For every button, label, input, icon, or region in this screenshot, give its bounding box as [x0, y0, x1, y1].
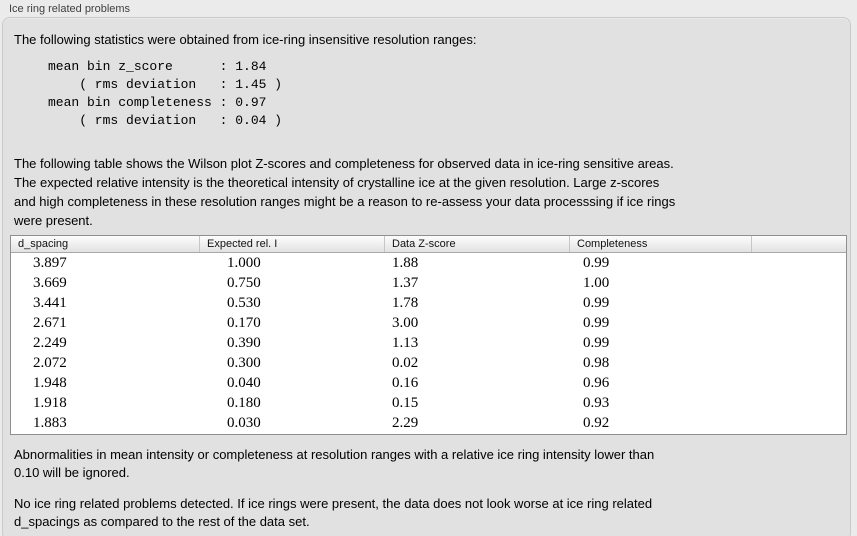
column-header-data-z-score[interactable]: Data Z-score	[385, 236, 570, 252]
column-header-expected-rel-i[interactable]: Expected rel. I	[200, 236, 385, 252]
cell-d-spacing: 3.669	[33, 275, 67, 291]
cell-data-z-score: 1.78	[392, 295, 419, 311]
panel-title: Ice ring related problems	[9, 3, 131, 15]
column-header-d-spacing[interactable]: d_spacing	[11, 236, 200, 252]
cell-completeness: 0.93	[583, 395, 610, 411]
column-header-spacer	[752, 236, 846, 252]
cell-data-z-score: 0.02	[392, 355, 419, 371]
cell-completeness: 0.99	[583, 295, 610, 311]
cell-data-z-score: 2.29	[392, 415, 419, 431]
cell-completeness: 0.99	[583, 335, 610, 351]
cell-expected-rel-i: 0.390	[227, 335, 261, 351]
cell-data-z-score: 1.13	[392, 335, 419, 351]
table-row[interactable]: 2.671 0.170 3.00 0.99	[11, 313, 846, 333]
table-row[interactable]: 3.897 1.000 1.88 0.99	[11, 253, 846, 273]
ice-ring-table: d_spacing Expected rel. I Data Z-score C…	[10, 235, 847, 435]
cell-data-z-score: 1.88	[392, 255, 419, 271]
cell-d-spacing: 3.897	[33, 255, 67, 271]
cell-d-spacing: 2.072	[33, 355, 67, 371]
table-row[interactable]: 2.072 0.300 0.02 0.98	[11, 353, 846, 373]
cell-d-spacing: 3.441	[33, 295, 67, 311]
table-row[interactable]: 1.883 0.030 2.29 0.92	[11, 413, 846, 433]
table-row[interactable]: 3.669 0.750 1.37 1.00	[11, 273, 846, 293]
cell-d-spacing: 2.671	[33, 315, 67, 331]
cell-completeness: 0.98	[583, 355, 610, 371]
table-row[interactable]: 2.249 0.390 1.13 0.99	[11, 333, 846, 353]
cell-expected-rel-i: 0.530	[227, 295, 261, 311]
cell-data-z-score: 1.37	[392, 275, 419, 291]
table-row[interactable]: 3.441 0.530 1.78 0.99	[11, 293, 846, 313]
cell-expected-rel-i: 0.300	[227, 355, 261, 371]
cell-d-spacing: 1.918	[33, 395, 67, 411]
table-header-row: d_spacing Expected rel. I Data Z-score C…	[11, 236, 846, 253]
cell-expected-rel-i: 1.000	[227, 255, 261, 271]
cell-completeness: 0.92	[583, 415, 610, 431]
cell-expected-rel-i: 0.040	[227, 375, 261, 391]
ice-ring-group-box: The following statistics were obtained f…	[2, 17, 851, 536]
cell-d-spacing: 2.249	[33, 335, 67, 351]
conclusion-text: No ice ring related problems detected. I…	[14, 496, 653, 529]
cell-expected-rel-i: 0.180	[227, 395, 261, 411]
cell-d-spacing: 1.948	[33, 375, 67, 391]
table-row[interactable]: 1.948 0.040 0.16 0.96	[11, 373, 846, 393]
stats-mono-block: mean bin z_score : 1.84 ( rms deviation …	[48, 59, 283, 128]
cell-data-z-score: 3.00	[392, 315, 419, 331]
table-body: 3.897 1.000 1.88 0.99 3.669 0.750 1.37 1…	[11, 253, 846, 433]
cell-completeness: 0.96	[583, 375, 610, 391]
table-description-text: The following table shows the Wilson plo…	[14, 156, 676, 228]
ignore-note-text: Abnormalities in mean intensity or compl…	[14, 447, 655, 480]
cell-d-spacing: 1.883	[33, 415, 67, 431]
cell-expected-rel-i: 0.170	[227, 315, 261, 331]
cell-data-z-score: 0.16	[392, 375, 419, 391]
cell-expected-rel-i: 0.750	[227, 275, 261, 291]
cell-data-z-score: 0.15	[392, 395, 419, 411]
column-header-completeness[interactable]: Completeness	[570, 236, 752, 252]
cell-completeness: 0.99	[583, 255, 610, 271]
table-row[interactable]: 1.918 0.180 0.15 0.93	[11, 393, 846, 413]
stats-intro-text: The following statistics were obtained f…	[14, 32, 477, 47]
cell-completeness: 1.00	[583, 275, 610, 291]
cell-completeness: 0.99	[583, 315, 610, 331]
cell-expected-rel-i: 0.030	[227, 415, 261, 431]
